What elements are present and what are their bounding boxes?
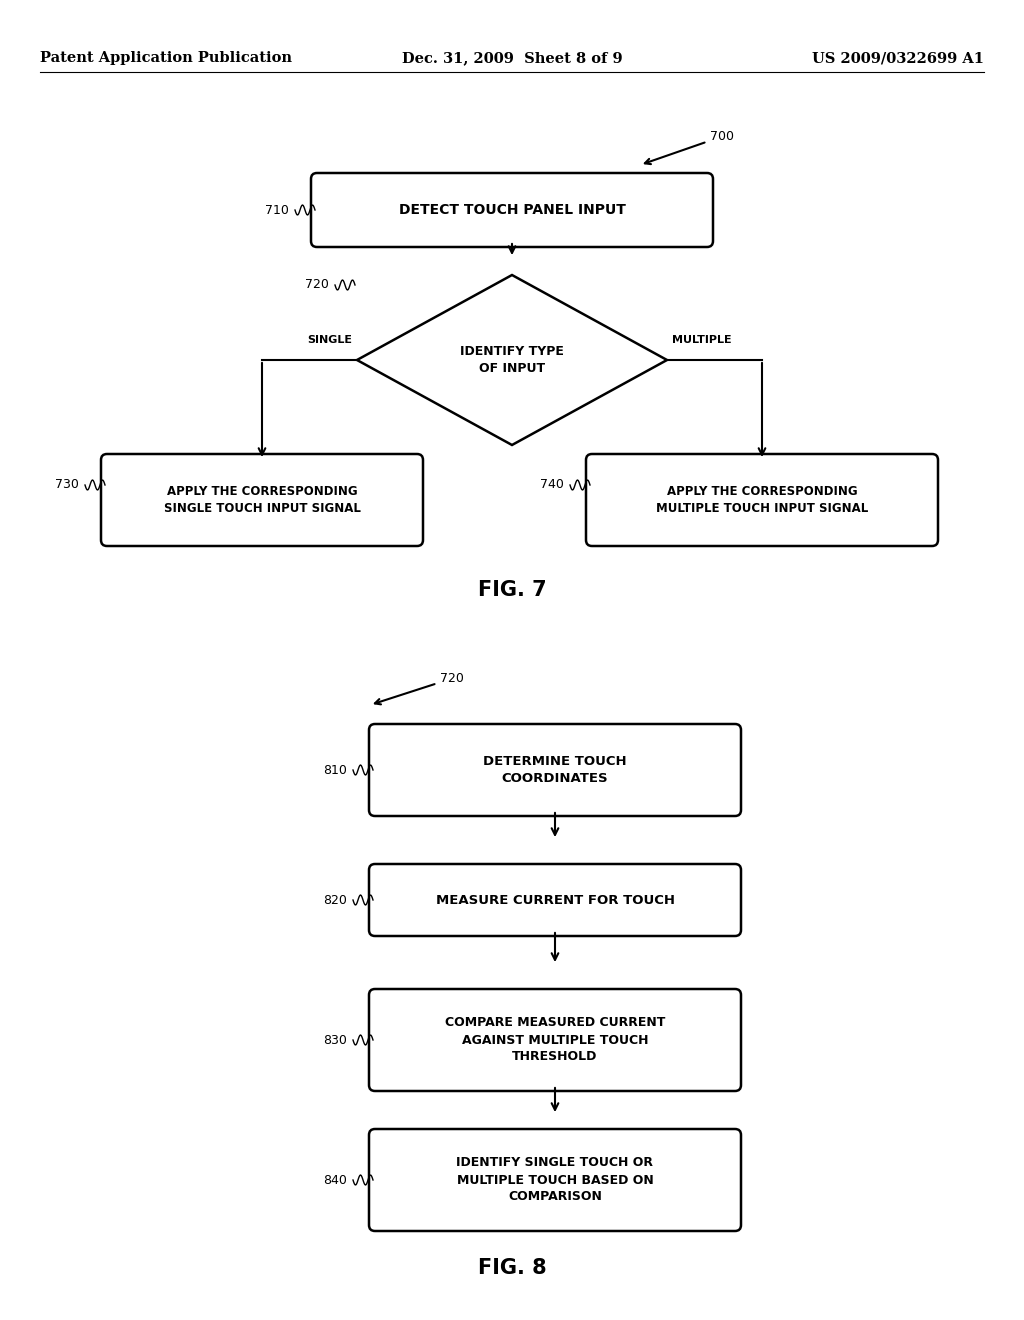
Text: 820: 820 — [324, 894, 347, 907]
Text: IDENTIFY SINGLE TOUCH OR
MULTIPLE TOUCH BASED ON
COMPARISON: IDENTIFY SINGLE TOUCH OR MULTIPLE TOUCH … — [457, 1156, 653, 1204]
Text: 840: 840 — [324, 1173, 347, 1187]
Text: 810: 810 — [324, 763, 347, 776]
Text: MULTIPLE: MULTIPLE — [672, 335, 731, 345]
Text: 710: 710 — [265, 203, 289, 216]
Text: Patent Application Publication: Patent Application Publication — [40, 51, 292, 65]
Text: 700: 700 — [645, 129, 734, 164]
Text: SINGLE: SINGLE — [307, 335, 352, 345]
FancyBboxPatch shape — [369, 1129, 741, 1232]
FancyBboxPatch shape — [369, 723, 741, 816]
Text: APPLY THE CORRESPONDING
SINGLE TOUCH INPUT SIGNAL: APPLY THE CORRESPONDING SINGLE TOUCH INP… — [164, 484, 360, 515]
Text: COMPARE MEASURED CURRENT
AGAINST MULTIPLE TOUCH
THRESHOLD: COMPARE MEASURED CURRENT AGAINST MULTIPL… — [444, 1016, 666, 1064]
Text: APPLY THE CORRESPONDING
MULTIPLE TOUCH INPUT SIGNAL: APPLY THE CORRESPONDING MULTIPLE TOUCH I… — [656, 484, 868, 515]
FancyBboxPatch shape — [369, 989, 741, 1092]
Polygon shape — [357, 275, 667, 445]
Text: FIG. 8: FIG. 8 — [477, 1258, 547, 1278]
Text: DETERMINE TOUCH
COORDINATES: DETERMINE TOUCH COORDINATES — [483, 755, 627, 785]
Text: 720: 720 — [375, 672, 464, 705]
Text: US 2009/0322699 A1: US 2009/0322699 A1 — [812, 51, 984, 65]
FancyBboxPatch shape — [311, 173, 713, 247]
Text: 730: 730 — [55, 479, 79, 491]
Text: 830: 830 — [324, 1034, 347, 1047]
FancyBboxPatch shape — [586, 454, 938, 546]
Text: MEASURE CURRENT FOR TOUCH: MEASURE CURRENT FOR TOUCH — [435, 894, 675, 907]
Text: IDENTIFY TYPE
OF INPUT: IDENTIFY TYPE OF INPUT — [460, 345, 564, 375]
Text: DETECT TOUCH PANEL INPUT: DETECT TOUCH PANEL INPUT — [398, 203, 626, 216]
FancyBboxPatch shape — [369, 865, 741, 936]
Text: FIG. 7: FIG. 7 — [477, 579, 547, 601]
Text: 740: 740 — [540, 479, 564, 491]
Text: 720: 720 — [305, 279, 329, 292]
Text: Dec. 31, 2009  Sheet 8 of 9: Dec. 31, 2009 Sheet 8 of 9 — [401, 51, 623, 65]
FancyBboxPatch shape — [101, 454, 423, 546]
